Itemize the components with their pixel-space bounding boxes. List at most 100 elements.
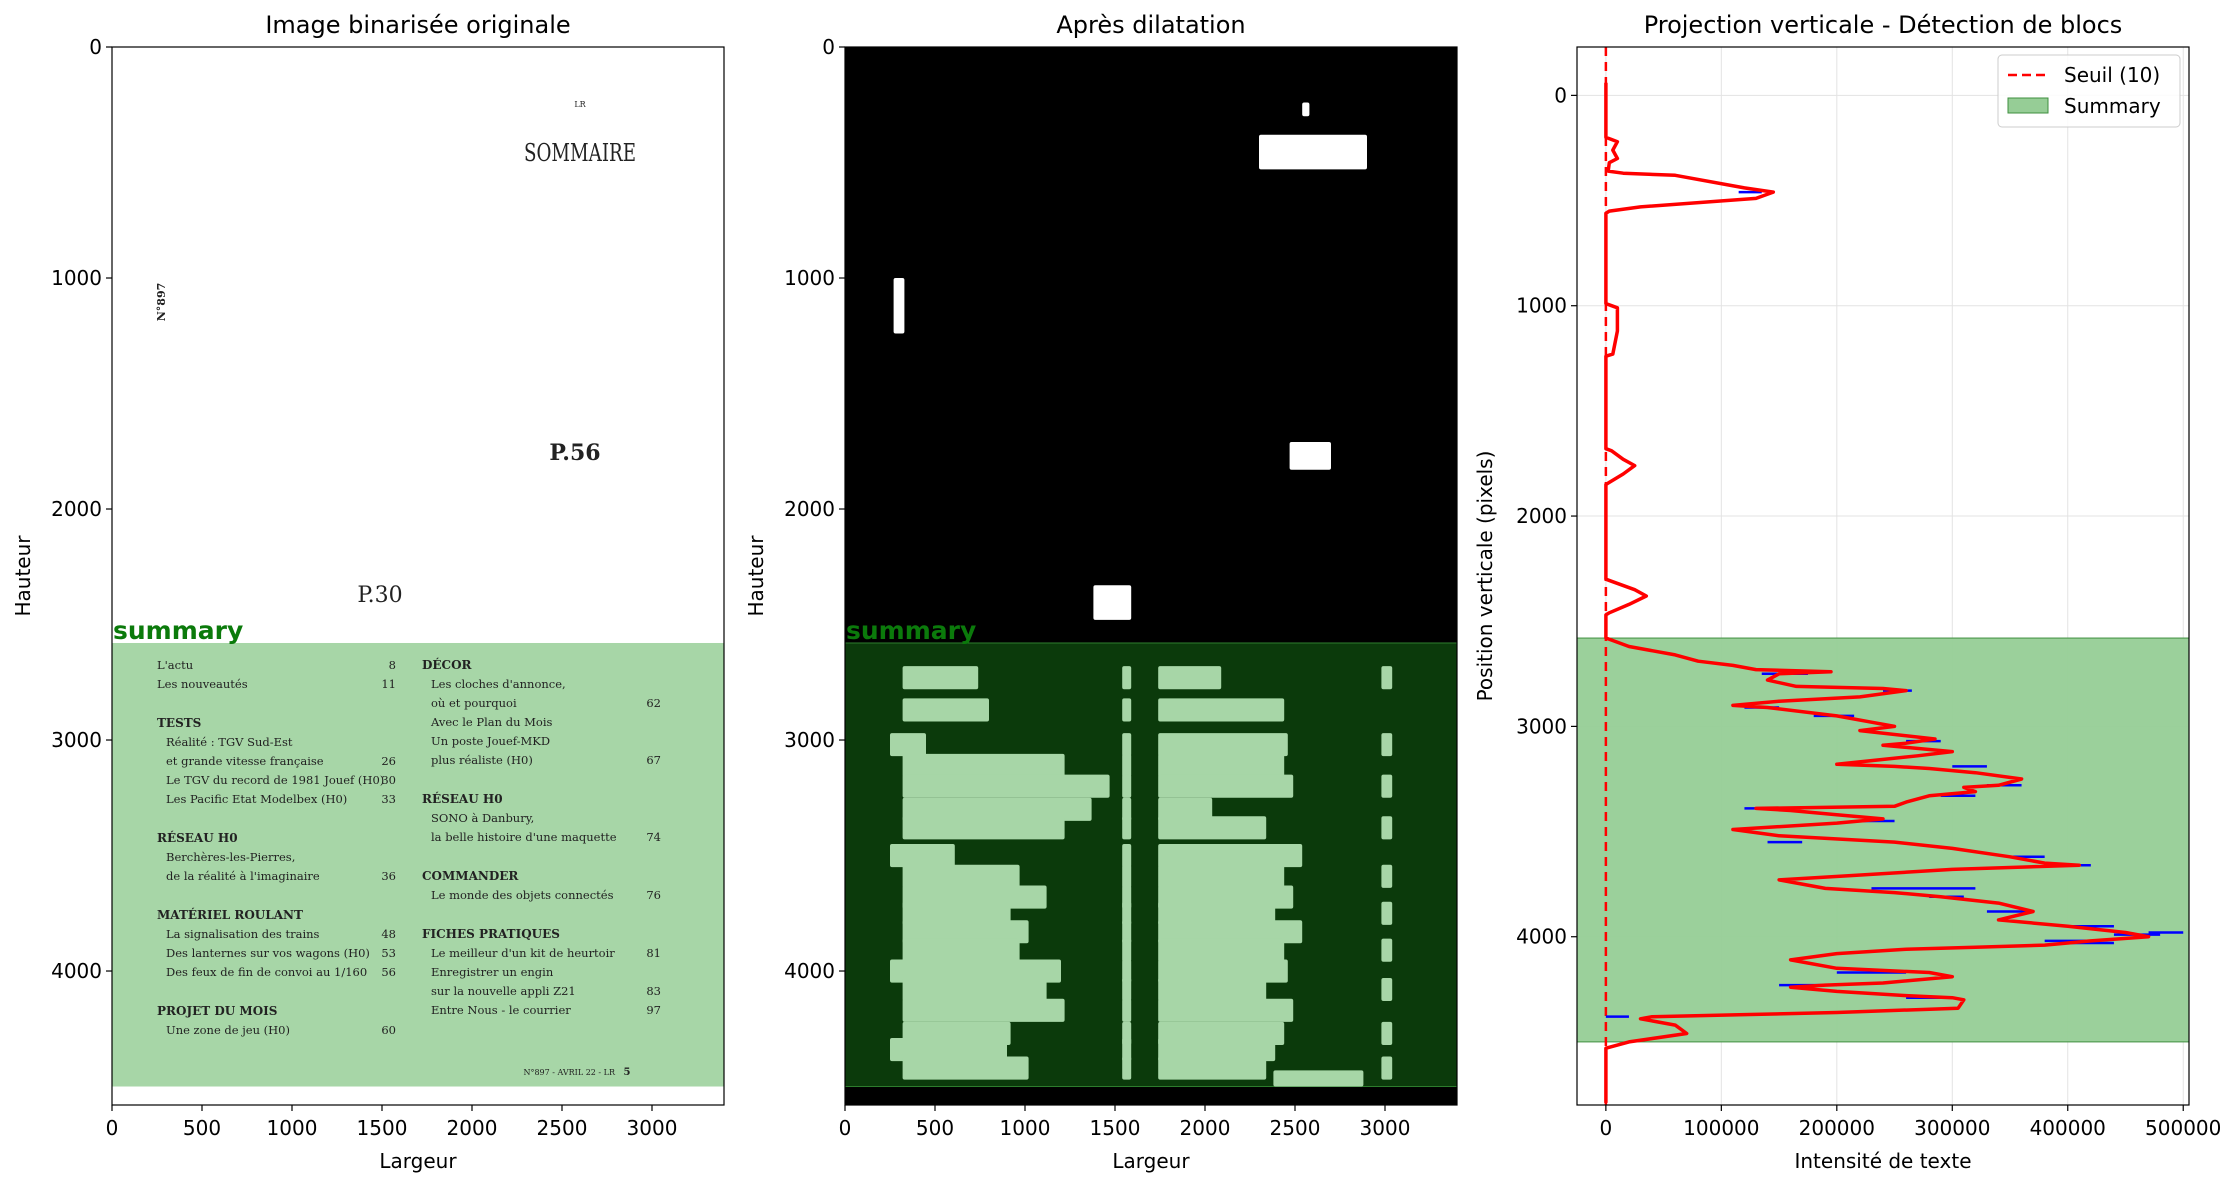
dilated-text-blob [1381, 901, 1393, 925]
legend: Seuil (10) Summary [1997, 54, 2181, 128]
left-y-axis: 0 1000 2000 3000 4000 [51, 35, 112, 983]
middle-y-axis: 0 1000 2000 3000 4000 [784, 35, 845, 983]
dilated-text-blob [1381, 816, 1393, 840]
toc-entry: Les cloches d'annonce, [431, 677, 566, 691]
dilated-text-blob [1158, 733, 1288, 757]
toc-entry: plus réaliste (H0) [431, 753, 533, 767]
y-tick-label: 2000 [784, 497, 835, 521]
toc-entry: où et pourquoi [431, 696, 517, 710]
toc-entry: RÉSEAU H0 [157, 830, 238, 845]
dilated-text-blob [902, 774, 1110, 798]
x-tick-label: 2000 [447, 1116, 498, 1140]
x-tick-label: 400000 [2030, 1116, 2106, 1140]
projection-plot [1577, 47, 2189, 1105]
dilated-text-blob [1122, 864, 1132, 888]
toc-entry: RÉSEAU H0 [422, 791, 503, 806]
toc-entry: Entre Nous - le courrier [431, 1003, 571, 1017]
dilated-text-blob [1122, 920, 1132, 944]
dilated-text-blob [902, 666, 979, 690]
dilated-text-blob [890, 959, 1061, 983]
dilated-text-blob [1158, 753, 1285, 777]
dilated-text-blob [902, 816, 1065, 840]
toc-page-number: 74 [646, 830, 661, 844]
projection-profile-line [1604, 82, 2151, 1103]
left-summary-label: summary [113, 616, 243, 645]
toc-page-number: 48 [381, 927, 396, 941]
toc-page-number: 56 [381, 965, 396, 979]
dilated-text-blob [1381, 733, 1393, 757]
y-tick-label: 3000 [51, 728, 102, 752]
dilated-text-blob [1158, 998, 1294, 1022]
dilated-text-blob [902, 797, 1092, 821]
left-x-axis-label: Largeur [379, 1149, 457, 1173]
dilated-text-blob [902, 977, 1047, 1002]
toc-entry: Des lanternes sur vos wagons (H0) [166, 946, 370, 960]
dilated-text-blob [1122, 753, 1132, 777]
dilated-text-blob [1158, 938, 1285, 962]
dilated-text-blob [902, 998, 1065, 1022]
toc-entry: PROJET DU MOIS [157, 1004, 277, 1018]
dilated-text-blob [890, 733, 926, 757]
y-tick-label: 2000 [1516, 504, 1567, 528]
dilated-text-blob [1289, 442, 1331, 470]
dilated-text-blob [890, 1038, 1007, 1062]
toc-entry: Réalité : TGV Sud-Est [166, 735, 293, 749]
dilated-document [845, 102, 1457, 1088]
x-tick-label: 100000 [1683, 1116, 1759, 1140]
toc-page-number: 30 [381, 773, 396, 787]
dilated-text-blob [902, 753, 1065, 777]
x-tick-label: 500 [916, 1116, 954, 1140]
dilated-text-blob [902, 920, 1029, 944]
dilated-text-blob [1158, 959, 1288, 983]
toc-entry: Les nouveautés [157, 677, 248, 691]
toc-entry: Avec le Plan du Mois [430, 715, 553, 729]
toc-page-number: 11 [381, 677, 396, 691]
right-x-axis-label: Intensité de texte [1794, 1149, 1971, 1173]
dilated-text-blob [1158, 698, 1285, 722]
legend-summary-label: Summary [2064, 94, 2161, 118]
dilated-text-blob [1122, 816, 1132, 840]
x-tick-label: 1000 [267, 1116, 318, 1140]
dilated-text-blob [1158, 901, 1276, 925]
right-axes-frame [1576, 46, 2190, 1106]
toc-page-number: 36 [381, 869, 396, 883]
toc-entry: Un poste Jouef-MKD [431, 734, 550, 748]
dilated-text-blob [1158, 920, 1303, 944]
dilated-text-blob [890, 843, 955, 868]
x-tick-label: 1500 [1090, 1116, 1141, 1140]
toc-entry: TESTS [157, 716, 201, 730]
x-tick-label: 1500 [357, 1116, 408, 1140]
x-tick-label: 2000 [1180, 1116, 1231, 1140]
middle-axes-frame [844, 46, 1458, 1106]
right-y-axis: 0 1000 2000 3000 4000 [1516, 83, 1577, 949]
toc-entry: de la réalité à l'imaginaire [166, 869, 320, 883]
dilated-text-blob [1122, 698, 1132, 722]
middle-summary-label: summary [846, 616, 976, 645]
dilated-text-blob [1381, 977, 1393, 1002]
dilated-text-blob [902, 864, 1020, 888]
y-tick-label: 0 [822, 35, 835, 59]
y-tick-label: 4000 [784, 959, 835, 983]
doc-footer-page: 5 [624, 1067, 631, 1078]
dilated-text-blob [1302, 102, 1310, 117]
toc-entry: SONO à Danbury, [431, 811, 534, 825]
y-tick-label: 2000 [51, 497, 102, 521]
toc-entry: Enregistrer un engin [431, 965, 554, 979]
dilated-text-blob [1381, 666, 1393, 690]
x-tick-label: 3000 [627, 1116, 678, 1140]
toc-page-number: 60 [381, 1023, 396, 1037]
dilated-text-blob [1122, 1056, 1132, 1080]
toc-page-number: 53 [381, 946, 396, 960]
toc-entry: Le TGV du record de 1981 Jouef (H0) [166, 773, 384, 787]
dilated-text-blob [1122, 797, 1132, 821]
x-tick-label: 2500 [537, 1116, 588, 1140]
toc-entry: sur la nouvelle appli Z21 [431, 984, 576, 998]
left-x-axis: 0 500 1000 1500 2000 2500 3000 [106, 1105, 678, 1140]
toc-entry: la belle histoire d'une maquette [431, 830, 617, 844]
x-tick-label: 0 [106, 1116, 119, 1140]
toc-entry: DÉCOR [422, 657, 473, 672]
toc-entry: MATÉRIEL ROULANT [157, 907, 303, 922]
dilated-text-blob [902, 698, 989, 722]
toc-entry: FICHES PRATIQUES [422, 927, 560, 941]
left-y-axis-label: Hauteur [11, 535, 35, 617]
